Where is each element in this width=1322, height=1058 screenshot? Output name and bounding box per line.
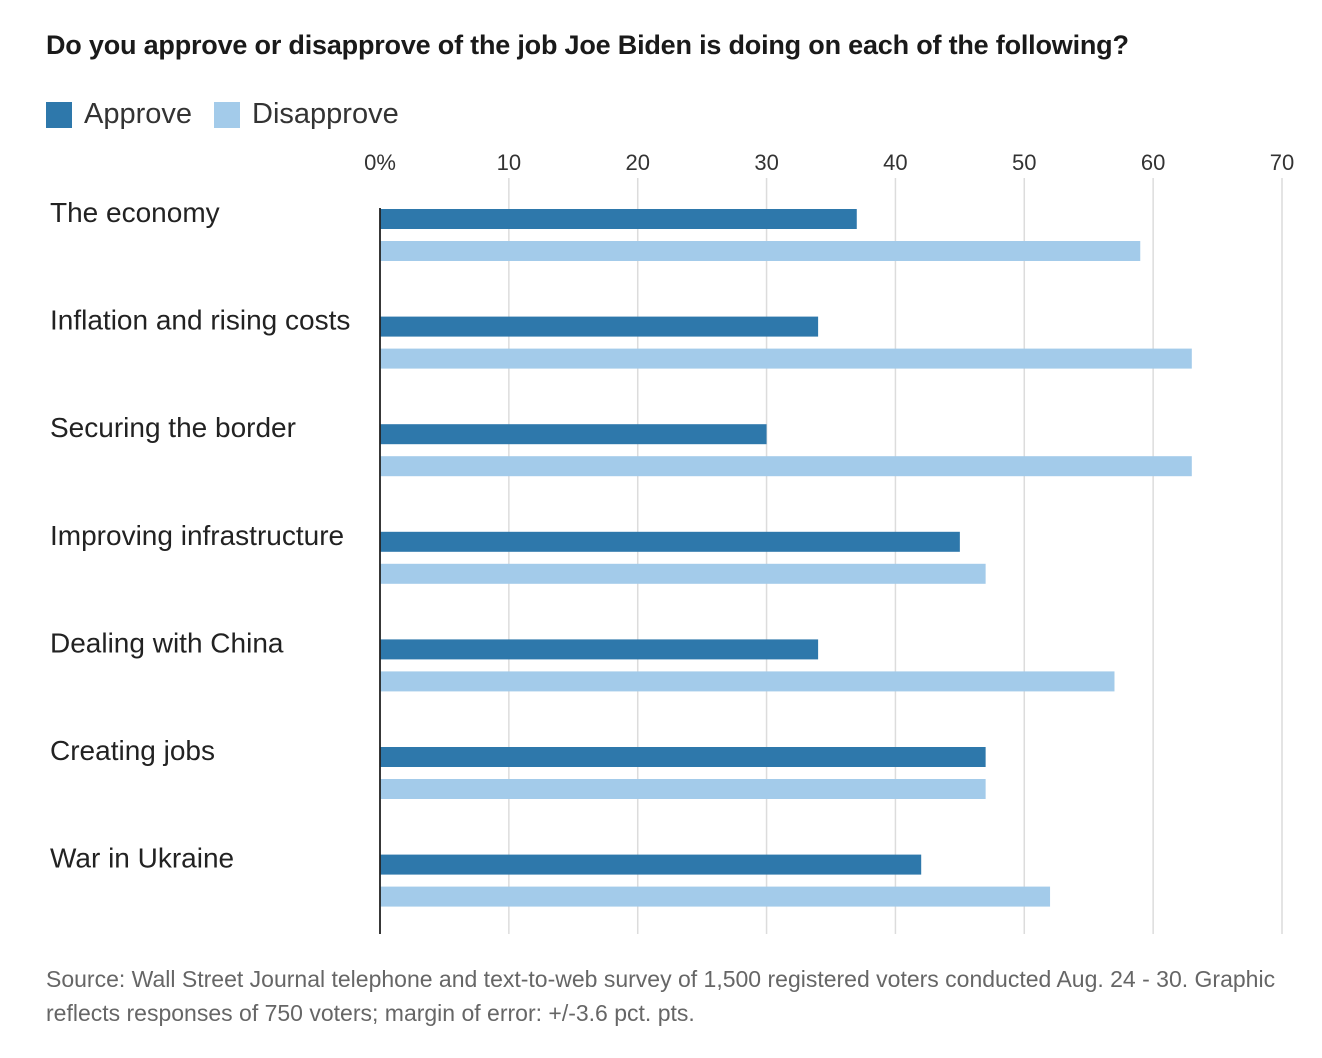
category-label: Inflation and rising costs [50,305,350,336]
legend-item-approve: Approve [46,98,192,131]
legend-swatch-disapprove [214,101,241,128]
x-tick-label-40: 40 [883,150,907,175]
bar-disapprove [380,779,986,799]
x-tick-label-60: 60 [1141,150,1165,175]
bar-disapprove [380,671,1115,692]
x-tick-label-30: 30 [754,150,778,175]
bar-disapprove [380,886,1051,907]
source-note: Source: Wall Street Journal telephone an… [46,966,1276,1026]
bar-disapprove [380,456,1192,477]
x-tick-label-0: 0% [364,150,396,175]
bar-disapprove [380,348,1192,369]
bar-approve [380,531,960,552]
bar-approve [380,424,767,445]
category-label: Improving infrastructure [50,520,344,551]
legend-item-disapprove: Disapprove [214,98,399,131]
bar-approve [380,639,819,660]
legend-label-disapprove: Disapprove [252,98,399,130]
bar-approve [380,316,819,337]
category-label: Dealing with China [50,627,284,658]
bar-chart: 0% 10 20 30 40 50 60 70 The economy Inflation and… [50,150,1294,934]
x-tick-label-50: 50 [1012,150,1036,175]
chart-title: Do you approve or disapprove of the job … [46,30,1129,60]
category-label: Securing the border [50,412,296,443]
bar-disapprove [380,563,986,584]
bar-approve [380,854,922,875]
x-tick-label-70: 70 [1270,150,1294,175]
x-tick-label-10: 10 [497,150,521,175]
legend-swatch-approve [46,101,72,128]
legend-label-approve: Approve [84,98,193,130]
bar-approve [380,209,857,229]
bar-disapprove [380,241,1141,261]
category-label: Creating jobs [50,735,215,766]
bar-approve [380,747,986,767]
category-label: The economy [50,197,220,228]
x-tick-label-20: 20 [625,150,649,175]
legend: Approve Disapprove [46,98,421,131]
category-label: War in Ukraine [50,843,234,874]
